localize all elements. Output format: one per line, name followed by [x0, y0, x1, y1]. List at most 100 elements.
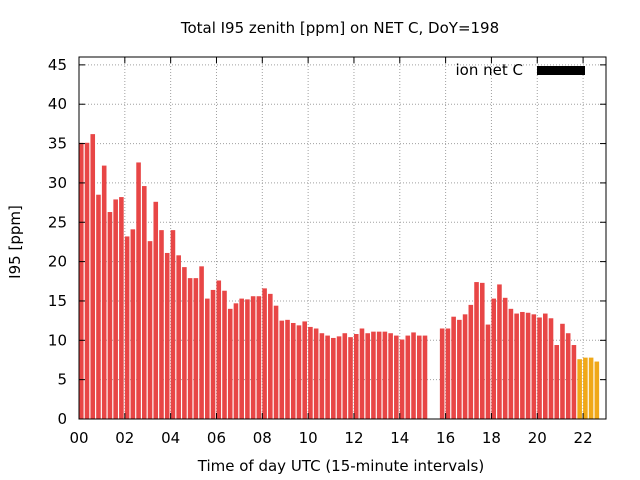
bar [250, 296, 256, 419]
bar [457, 319, 462, 419]
x-tick-labels: 00 02 04 06 08 10 12 14 16 18 20 22 [69, 429, 592, 447]
bar [325, 335, 330, 419]
bar [439, 328, 445, 419]
bar [382, 331, 388, 419]
bar [497, 284, 502, 419]
bar [525, 312, 531, 419]
bar [445, 328, 451, 419]
bar [96, 194, 101, 419]
bar [170, 230, 176, 419]
bar [416, 335, 422, 419]
bar [514, 313, 519, 419]
bar [245, 299, 250, 419]
bar [153, 201, 159, 419]
bar [542, 313, 548, 419]
x-axis-label: Time of day UTC (15-minute intervals) [197, 457, 484, 475]
bar [348, 337, 353, 419]
y-tick-label: 15 [48, 292, 67, 310]
bar [394, 335, 399, 419]
bar [554, 345, 560, 419]
bar [199, 266, 204, 419]
bar [313, 328, 319, 419]
bar [187, 278, 193, 419]
x-tick-label: 08 [253, 429, 272, 447]
bar [256, 296, 262, 419]
bar [205, 298, 210, 419]
bar [508, 308, 514, 419]
y-tick-label: 40 [48, 95, 67, 113]
plot-frame [78, 56, 607, 420]
bar [210, 289, 216, 419]
bar [468, 304, 474, 419]
bar [227, 308, 233, 419]
x-tick-label: 02 [115, 429, 134, 447]
bar [262, 288, 267, 419]
y-tick-labels: 0 5 10 15 20 25 30 35 40 45 [48, 56, 67, 428]
bar [101, 165, 107, 419]
legend: ion net C [456, 61, 585, 79]
bar [130, 229, 136, 419]
bar [422, 335, 428, 419]
bar [90, 134, 96, 419]
chart-title: Total I95 zenith [ppm] on NET C, DoY=198 [180, 19, 499, 37]
bar [222, 290, 227, 419]
bar [193, 278, 199, 419]
x-tick-label: 10 [299, 429, 318, 447]
bar [84, 142, 90, 419]
bar [474, 282, 479, 419]
axis-ticks [78, 57, 606, 420]
bar [353, 334, 359, 419]
bar [577, 359, 582, 419]
bar [142, 186, 147, 419]
x-tick-label: 04 [161, 429, 180, 447]
bar [388, 333, 393, 419]
bar [365, 333, 370, 419]
y-tick-label: 35 [48, 135, 67, 153]
bar [399, 339, 405, 419]
bar [359, 328, 365, 419]
bar [462, 314, 468, 419]
bar [176, 255, 181, 419]
x-tick-label: 00 [69, 429, 88, 447]
bar [331, 337, 336, 419]
bar [411, 332, 416, 419]
bar [531, 314, 537, 419]
bar [560, 323, 565, 419]
bar [124, 236, 130, 419]
bar-series [79, 134, 600, 419]
legend-swatch [537, 66, 585, 75]
bar [502, 297, 508, 419]
bar [239, 298, 244, 419]
bar [182, 267, 187, 419]
x-tick-label: 12 [344, 429, 363, 447]
bar [290, 322, 296, 419]
x-tick-label: 14 [390, 429, 409, 447]
bar [302, 321, 307, 419]
bar [537, 317, 542, 419]
x-tick-label: 16 [436, 429, 455, 447]
bar [113, 199, 118, 419]
bar [371, 331, 376, 419]
bar [107, 212, 113, 419]
y-tick-label: 30 [48, 174, 67, 192]
x-tick-label: 22 [574, 429, 593, 447]
bar [548, 318, 554, 419]
bar [159, 230, 164, 419]
bar [147, 241, 153, 419]
bar [342, 333, 348, 419]
bar [485, 324, 491, 419]
bar [588, 357, 594, 419]
bar [273, 305, 279, 419]
bar [319, 333, 325, 419]
y-tick-label: 0 [57, 410, 67, 428]
bar [479, 282, 485, 419]
bar [164, 252, 170, 419]
bar [405, 335, 411, 419]
bar [285, 319, 290, 419]
bar [565, 333, 571, 419]
bar [279, 320, 285, 419]
bar [376, 331, 382, 419]
bar [583, 357, 588, 419]
x-tick-label: 06 [207, 429, 226, 447]
